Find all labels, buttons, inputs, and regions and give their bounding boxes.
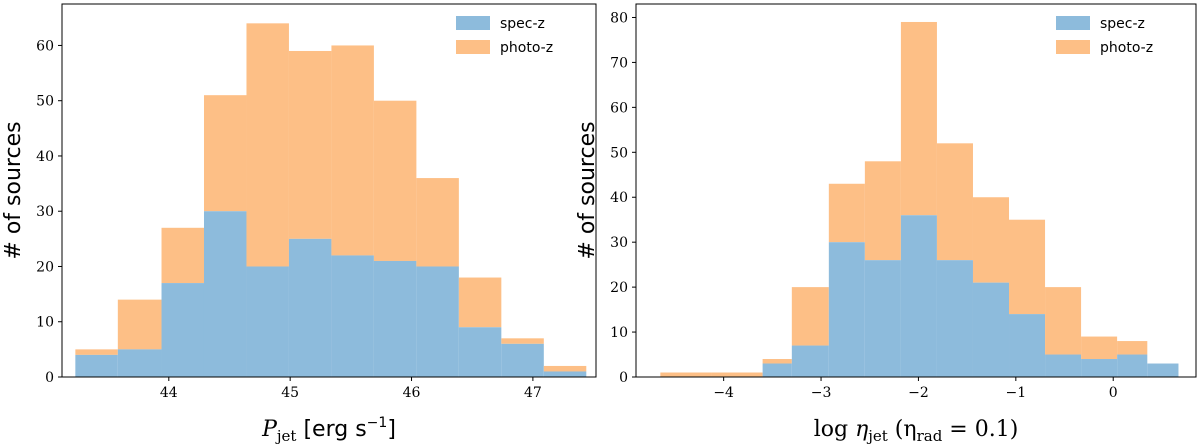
legend-swatch-spec (456, 16, 490, 30)
spec-bar-2 (161, 283, 204, 377)
photo-bar-0 (660, 372, 712, 377)
photo-bar-8 (416, 178, 459, 267)
x-tick-label-3: −1 (1006, 385, 1027, 401)
y-tick-label-0: 0 (45, 370, 54, 386)
spec-bar-5 (288, 238, 332, 377)
spec-bar-1 (117, 349, 162, 377)
y-tick-label-6: 60 (36, 38, 54, 54)
left-histogram-panel: 44 45 46 47 0 10 20 30 40 50 60 # of sources Pjet [e… (1, 3, 597, 444)
y-tick-label-1: 10 (36, 315, 54, 331)
y-tick-label-3: 30 (610, 235, 628, 251)
spec-bar-9 (458, 327, 502, 377)
plot-frame-1 (635, 3, 1197, 378)
y-tick-label-4: 40 (610, 190, 628, 206)
x-tick-label-2: 46 (403, 385, 421, 401)
x-tick-label-4: 0 (1109, 385, 1118, 401)
plot-frame-0 (61, 3, 597, 378)
x-axis-label-0: Pjet [erg s−1] (261, 415, 396, 444)
photo-bar-6 (331, 45, 374, 256)
x-tick-label-0: 44 (160, 385, 178, 401)
photo-bar-1 (711, 372, 763, 377)
photo-bar-6 (900, 21, 937, 216)
x-tick-label-0: −4 (713, 385, 734, 401)
photo-bar-11 (1081, 336, 1118, 360)
spec-bar-12 (1117, 354, 1148, 377)
legend-swatch-photo (456, 40, 490, 54)
y-tick-label-5: 50 (36, 94, 54, 110)
photo-bar-3 (203, 95, 247, 212)
x-tick-label-3: 47 (524, 385, 542, 401)
spec-bar-4 (828, 242, 865, 377)
spec-bar-6 (331, 255, 374, 377)
photo-bar-5 (288, 50, 332, 239)
x-tick-label-2: −2 (908, 385, 929, 401)
spec-bar-3 (203, 211, 247, 377)
legend-swatch-spec (1056, 16, 1090, 30)
photo-bar-2 (161, 227, 204, 284)
spec-bar-0 (75, 354, 118, 377)
photo-bar-11 (543, 365, 587, 372)
photo-bar-10 (1045, 287, 1082, 355)
y-tick-label-1: 10 (610, 325, 628, 341)
photo-bar-12 (1117, 341, 1148, 355)
photo-bar-7 (936, 143, 973, 261)
spec-bar-11 (1081, 359, 1118, 377)
spec-bar-3 (791, 345, 829, 377)
y-tick-label-2: 20 (610, 280, 628, 296)
photo-bar-9 (458, 277, 502, 328)
right-histogram-panel: −4 −3 −2 −1 0 0 10 20 30 40 50 60 70 80 # of sources lo… (575, 3, 1197, 444)
legend-label-spec: spec-z (500, 16, 545, 32)
y-tick-label-4: 40 (36, 149, 54, 165)
photo-bar-3 (791, 287, 829, 346)
legend-label-spec: spec-z (1100, 16, 1145, 32)
y-tick-label-7: 70 (610, 55, 628, 71)
y-tick-label-0: 0 (619, 370, 628, 386)
spec-bar-8 (416, 266, 459, 377)
spec-bar-5 (864, 260, 901, 377)
spec-bar-7 (936, 260, 973, 377)
spec-bar-6 (900, 215, 937, 377)
photo-bar-7 (373, 100, 417, 261)
y-tick-label-3: 30 (36, 204, 54, 220)
y-tick-label-6: 60 (610, 100, 628, 116)
spec-bar-11 (543, 371, 587, 377)
spec-bar-9 (1009, 314, 1046, 377)
photo-bar-0 (75, 349, 118, 355)
y-tick-label-2: 20 (36, 259, 54, 275)
spec-bar-13 (1147, 363, 1179, 377)
photo-bar-5 (864, 161, 901, 261)
y-axis-label-0: # of sources (1, 121, 26, 259)
photo-bar-8 (972, 197, 1010, 283)
x-tick-label-1: 45 (281, 385, 299, 401)
x-axis-label-1: log ηjet (ηrad = 0.1) (814, 417, 1019, 444)
spec-bar-2 (762, 363, 792, 377)
legend-label-photo: photo-z (500, 40, 553, 56)
photo-bar-4 (246, 23, 289, 267)
legend-label-photo: photo-z (1100, 40, 1153, 56)
photo-bar-4 (828, 183, 865, 243)
photo-bar-2 (762, 359, 792, 364)
legend-swatch-photo (1056, 40, 1090, 54)
spec-bar-10 (501, 343, 544, 377)
spec-bar-4 (246, 266, 289, 377)
legend-1: spec-z photo-z (1056, 16, 1153, 56)
spec-bar-7 (373, 260, 417, 377)
x-tick-label-1: −3 (811, 385, 832, 401)
bars-0 (75, 23, 587, 377)
y-axis-label-1: # of sources (575, 121, 600, 259)
photo-bar-1 (117, 299, 162, 350)
y-tick-label-8: 80 (610, 10, 628, 26)
y-tick-label-5: 50 (610, 145, 628, 161)
spec-bar-8 (972, 282, 1010, 377)
photo-bar-10 (501, 338, 544, 344)
legend-0: spec-z photo-z (456, 16, 553, 56)
photo-bar-9 (1009, 219, 1046, 315)
spec-bar-10 (1045, 354, 1082, 377)
bars-1 (660, 21, 1179, 377)
